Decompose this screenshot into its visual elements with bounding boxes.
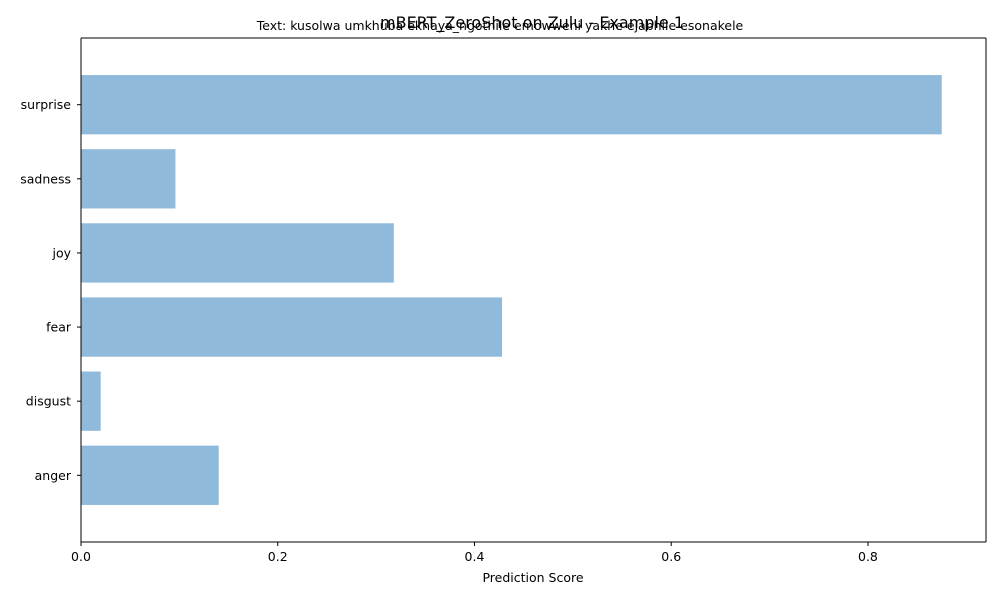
- x-tick-label: 0.8: [858, 549, 878, 564]
- x-tick-label: 0.2: [268, 549, 288, 564]
- axes-layer: [80, 37, 987, 543]
- y-tick-label-sadness: sadness: [20, 171, 71, 186]
- chart-subtitle: Text: kusolwa umkhuba ekhaya_ngothile em…: [256, 18, 744, 33]
- y-tick-label-anger: anger: [35, 468, 72, 483]
- bar-fear: [81, 297, 503, 357]
- bar-surprise: [81, 75, 942, 135]
- bar-disgust: [81, 371, 101, 431]
- bar-anger: [81, 445, 219, 505]
- chart-title: mBERT_ZeroShot on Zulu - Example 1: [380, 13, 684, 33]
- bars-layer: [81, 75, 942, 505]
- x-tick-label: 0.0: [71, 549, 91, 564]
- x-tick-label: 0.4: [465, 549, 485, 564]
- y-tick-label-surprise: surprise: [21, 97, 72, 112]
- y-tick-label-disgust: disgust: [26, 394, 71, 409]
- y-tick-label-joy: joy: [51, 245, 71, 260]
- y-tick-label-fear: fear: [46, 320, 72, 335]
- bar-sadness: [81, 149, 176, 209]
- ticks-layer: anger disgust fear joy sadness surprise 0.0 0.2…: [20, 97, 878, 564]
- x-tick-label: 0.6: [661, 549, 681, 564]
- bar-joy: [81, 223, 394, 283]
- x-axis-label: Prediction Score: [482, 570, 583, 585]
